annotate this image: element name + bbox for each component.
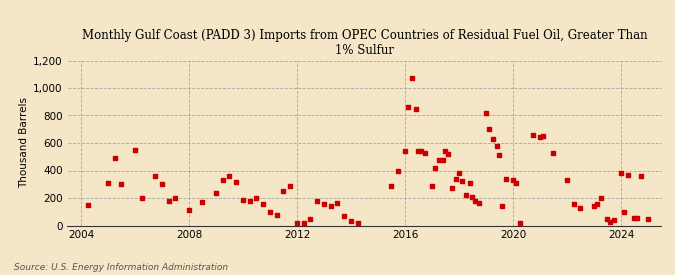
Point: [319, 201, 329, 206]
Point: [157, 182, 167, 186]
Text: Source: U.S. Energy Information Administration: Source: U.S. Energy Information Administ…: [14, 263, 227, 272]
Y-axis label: Thousand Barrels: Thousand Barrels: [19, 98, 29, 188]
Point: [602, 216, 613, 221]
Point: [474, 201, 485, 205]
Point: [393, 168, 404, 173]
Point: [244, 199, 255, 204]
Point: [528, 133, 539, 138]
Title: Monthly Gulf Coast (PADD 3) Imports from OPEC Countries of Residual Fuel Oil, Gr: Monthly Gulf Coast (PADD 3) Imports from…: [82, 29, 647, 57]
Point: [116, 182, 127, 186]
Point: [285, 183, 296, 188]
Point: [332, 201, 343, 205]
Point: [632, 216, 643, 220]
Point: [197, 200, 208, 204]
Point: [163, 199, 174, 204]
Point: [548, 150, 559, 155]
Point: [305, 216, 316, 221]
Point: [605, 220, 616, 224]
Point: [510, 181, 521, 185]
Point: [562, 178, 572, 182]
Point: [400, 149, 410, 153]
Point: [265, 210, 275, 214]
Point: [470, 199, 481, 204]
Point: [535, 135, 545, 139]
Point: [456, 179, 467, 183]
Point: [292, 221, 302, 225]
Point: [402, 105, 413, 109]
Point: [224, 174, 235, 178]
Point: [416, 149, 427, 153]
Point: [271, 212, 282, 217]
Point: [136, 196, 147, 200]
Point: [103, 181, 113, 185]
Point: [636, 174, 647, 178]
Point: [487, 137, 498, 141]
Point: [231, 179, 242, 184]
Point: [238, 198, 248, 202]
Point: [427, 183, 437, 188]
Point: [491, 144, 502, 148]
Point: [217, 178, 228, 182]
Point: [346, 219, 356, 224]
Point: [413, 148, 424, 153]
Point: [437, 157, 448, 162]
Point: [352, 221, 363, 225]
Point: [609, 218, 620, 222]
Point: [429, 166, 440, 170]
Point: [622, 173, 633, 178]
Point: [406, 75, 417, 80]
Point: [410, 106, 421, 111]
Point: [325, 204, 336, 208]
Point: [440, 148, 451, 153]
Point: [514, 221, 525, 225]
Point: [483, 127, 494, 131]
Point: [460, 192, 471, 197]
Point: [258, 201, 269, 206]
Point: [616, 170, 626, 175]
Point: [447, 186, 458, 191]
Point: [278, 189, 289, 193]
Point: [643, 216, 653, 221]
Point: [618, 210, 629, 214]
Point: [568, 202, 579, 206]
Point: [211, 190, 221, 195]
Point: [537, 134, 548, 138]
Point: [575, 206, 586, 211]
Point: [386, 183, 397, 188]
Point: [464, 181, 475, 185]
Point: [589, 204, 599, 208]
Point: [433, 158, 444, 162]
Point: [170, 196, 181, 200]
Point: [595, 196, 606, 200]
Point: [497, 204, 508, 208]
Point: [130, 148, 140, 152]
Point: [298, 221, 309, 225]
Point: [494, 153, 505, 158]
Point: [501, 177, 512, 181]
Point: [82, 203, 93, 207]
Point: [591, 202, 602, 206]
Point: [251, 196, 262, 200]
Point: [454, 171, 464, 175]
Point: [467, 194, 478, 199]
Point: [508, 178, 518, 182]
Point: [420, 150, 431, 155]
Point: [184, 208, 194, 213]
Point: [150, 174, 161, 178]
Point: [109, 156, 120, 160]
Point: [481, 111, 491, 115]
Point: [312, 199, 323, 204]
Point: [629, 216, 640, 220]
Point: [443, 152, 454, 156]
Point: [451, 177, 462, 181]
Point: [339, 214, 350, 218]
